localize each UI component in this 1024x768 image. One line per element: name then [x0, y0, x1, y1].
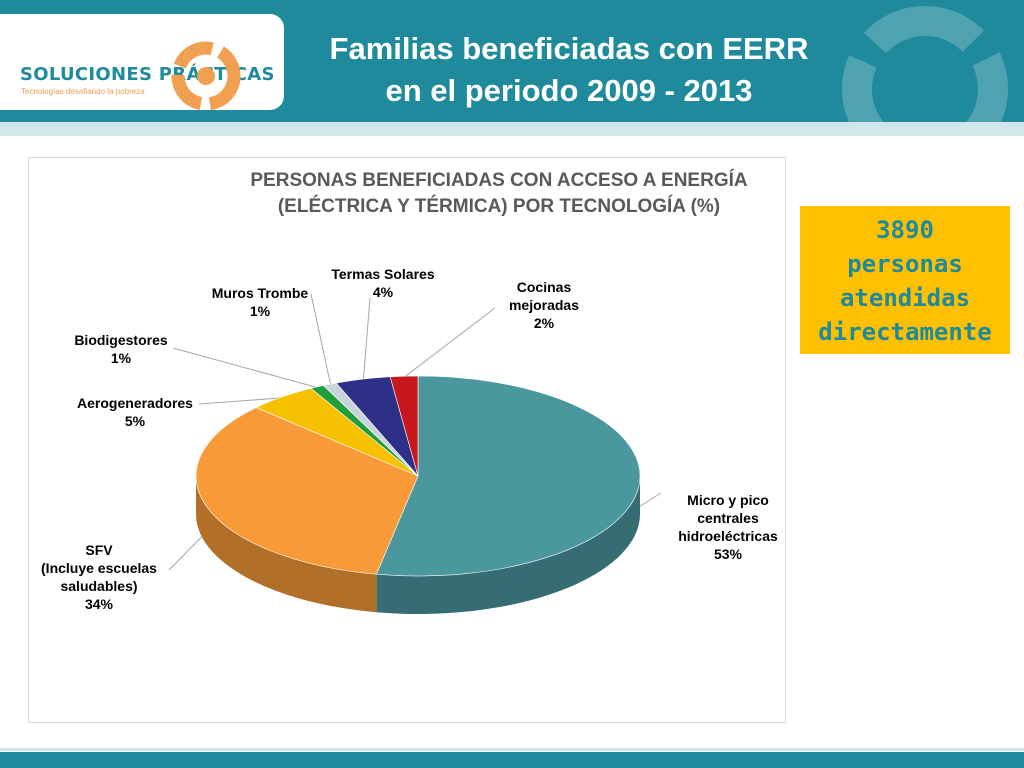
chart-title: PERSONAS BENEFICIADAS CON ACCESO A ENERG… [179, 168, 819, 220]
leader-line-micro [636, 492, 662, 509]
pie-slice-sfv [195, 407, 419, 575]
callout-line-3: directamente [818, 318, 992, 346]
pie-slice-cocinas [389, 375, 419, 477]
logo-tagline: Tecnologías desafiando la pobreza [21, 87, 145, 96]
slice-label-cocinas-line-1: Cocinas [516, 279, 572, 295]
pie-side-micro [376, 476, 640, 614]
leader-line-aero [198, 397, 284, 405]
leader-line-cocinas [403, 307, 496, 378]
footer-line [0, 748, 1024, 751]
footer-band [0, 752, 1024, 768]
pie-side-sfv [196, 476, 377, 613]
slice-label-cocinas-line-2: mejoradas [508, 297, 580, 313]
chart-title-line-1: PERSONAS BENEFICIADAS CON ACCESO A ENERG… [250, 170, 748, 191]
slice-label-sfv-value: 34% [84, 596, 114, 612]
slide-title: Familias beneficiadas con EERR en el per… [286, 28, 852, 112]
slice-label-bio: Biodigestores 1% [57, 331, 185, 367]
slice-label-termas-name: Termas Solares [331, 266, 435, 282]
slice-label-termas: Termas Solares 4% [313, 265, 453, 301]
slice-label-micro-line-3: hidroeléctricas [678, 528, 778, 544]
slice-label-sfv-line-2: (Incluye escuelas [41, 560, 157, 576]
slice-label-bio-value: 1% [110, 350, 132, 366]
slice-label-termas-value: 4% [372, 284, 394, 300]
slice-label-micro: Micro y pico centrales hidroeléctricas 5… [663, 491, 793, 563]
callout-line-2: atendidas [839, 284, 971, 312]
slice-label-micro-line-2: centrales [697, 510, 759, 526]
slice-label-sfv-line-3: saludables) [60, 578, 138, 594]
slide-title-line-2: en el periodo 2009 - 2013 [385, 73, 753, 108]
chart-title-line-2: (ELÉCTRICA Y TÉRMICA) POR TECNOLOGÍA (%) [277, 196, 721, 217]
leader-line-bio [172, 347, 319, 389]
pie-slices [195, 375, 641, 577]
logo: SOLUCIONES PRÁCTICAS Tecnologías desafia… [0, 14, 284, 111]
header-band [0, 122, 1024, 136]
callout-line-1: personas [847, 250, 963, 278]
chart-frame: PERSONAS BENEFICIADAS CON ACCESO A ENERG… [28, 157, 786, 723]
pie-chart [168, 293, 662, 614]
callout-number: 3890 [876, 216, 934, 244]
slice-label-aero-name: Aerogeneradores [77, 395, 193, 411]
slice-label-sfv-line-1: SFV [85, 542, 113, 558]
logo-mark-icon [171, 41, 241, 111]
beneficiaries-callout: 3890 personas atendidas directamente [800, 206, 1010, 354]
slice-label-cocinas-value: 2% [533, 315, 555, 331]
slice-label-bio-name: Biodigestores [74, 332, 168, 348]
slice-label-muros-name: Muros Trombe [211, 285, 309, 301]
slice-label-aero-value: 5% [124, 413, 146, 429]
slice-label-micro-value: 53% [713, 546, 743, 562]
slide-title-line-1: Familias beneficiadas con EERR [329, 31, 809, 66]
slice-label-muros: Muros Trombe 1% [192, 284, 328, 320]
pie-slice-micro [375, 375, 641, 577]
pie-depth [196, 476, 640, 614]
leader-line-termas [362, 297, 371, 381]
slice-label-sfv: SFV (Incluye escuelas saludables) 34% [27, 541, 171, 613]
leader-line-muros [310, 293, 332, 386]
slice-label-cocinas: Cocinas mejoradas 2% [485, 278, 603, 332]
slice-label-micro-line-1: Micro y pico [687, 492, 769, 508]
slice-label-muros-value: 1% [249, 303, 271, 319]
decorative-ring-icon [842, 6, 1008, 122]
slice-label-aero: Aerogeneradores 5% [61, 394, 209, 430]
